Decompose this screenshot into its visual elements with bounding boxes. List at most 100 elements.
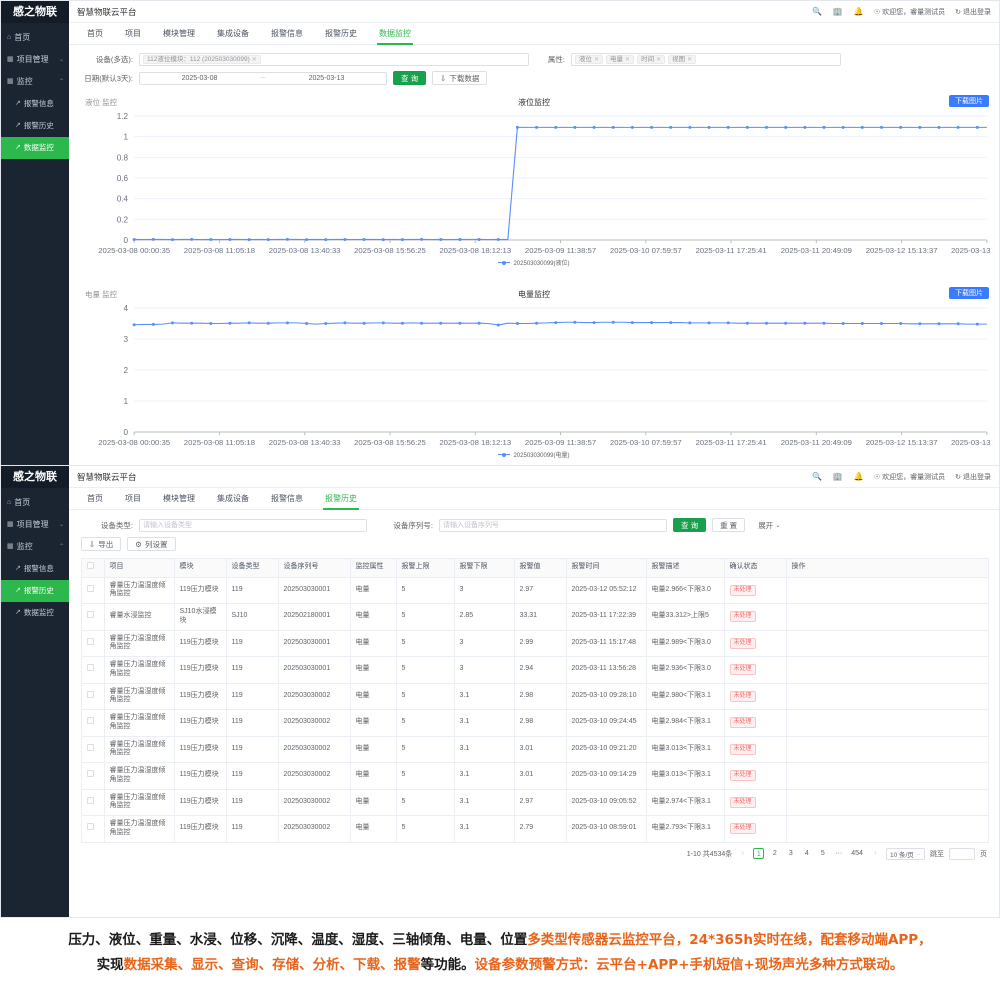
tab-5[interactable]: 报警历史: [325, 28, 357, 38]
attr-chip-2[interactable]: 时间 ✕: [637, 55, 666, 64]
search-icon[interactable]: 🔍: [811, 472, 822, 481]
device-chip[interactable]: 112液位模块：112 (202503030099) ✕: [143, 55, 261, 64]
attr-chip-1[interactable]: 电量 ✕: [606, 55, 635, 64]
tab-0[interactable]: 首页: [87, 28, 103, 38]
pagination-page-454[interactable]: 454: [851, 850, 863, 857]
close-icon[interactable]: ✕: [656, 56, 662, 63]
alarm-query-button[interactable]: 查 询: [673, 518, 707, 532]
download-image-button-2[interactable]: 下载图片: [949, 287, 989, 299]
tab-4[interactable]: 报警信息: [271, 493, 303, 503]
pagination-prev[interactable]: ‹: [741, 850, 744, 857]
date-range-picker[interactable]: 2025-03-08 － 2025-03-13: [139, 71, 387, 85]
table-row[interactable]: 睿量压力温湿度倾角监控 119压力模块 119 202503030001 电量 5 3 2.9…: [82, 577, 988, 604]
column-settings-button[interactable]: ⚙ 列设置: [127, 537, 176, 551]
row-checkbox[interactable]: [82, 656, 105, 684]
checkbox-icon[interactable]: [87, 664, 94, 672]
sidebar-item-1[interactable]: ▦ 项目管理 ⌄: [1, 514, 69, 536]
checkbox-icon[interactable]: [87, 717, 94, 725]
export-button[interactable]: ⇩ 导出: [81, 537, 122, 551]
checkbox-icon[interactable]: [87, 637, 94, 645]
sidebar-item-4[interactable]: ↗ 报警历史: [1, 115, 69, 137]
bell-icon[interactable]: 🔔: [853, 472, 864, 481]
sidebar-item-0[interactable]: ⌂ 首页: [1, 27, 69, 49]
chevron-icon[interactable]: ⌃: [58, 544, 64, 550]
table-row[interactable]: 睿量压力温湿度倾角监控 119压力模块 119 202503030002 电量 5 3.1 2…: [82, 815, 988, 843]
row-checkbox[interactable]: [82, 630, 105, 657]
welcome-user[interactable]: ☉ 欢迎您，睿量测试员: [874, 472, 945, 482]
search-icon[interactable]: 🔍: [811, 7, 822, 16]
table-row[interactable]: 睿量压力温湿度倾角监控 119压力模块 119 202503030002 电量 5 3.1 2…: [82, 709, 988, 737]
tab-2[interactable]: 模块管理: [163, 28, 195, 38]
row-checkbox[interactable]: [82, 709, 105, 737]
row-checkbox[interactable]: [82, 577, 105, 604]
sidebar-item-2[interactable]: ▦ 监控 ⌃: [1, 536, 69, 558]
pagination-page-3[interactable]: 3: [788, 850, 793, 857]
close-icon[interactable]: ✕: [594, 56, 600, 63]
shop-icon[interactable]: 🏢: [832, 7, 843, 16]
alarm-expand-button[interactable]: 展开 ⌄: [751, 518, 787, 532]
cell-action[interactable]: [786, 736, 988, 763]
chevron-icon[interactable]: ⌄: [58, 57, 64, 63]
date-end[interactable]: 2025-03-13: [308, 74, 345, 82]
sidebar-item-2[interactable]: ▦ 监控 ⌃: [1, 71, 69, 93]
pagination-page-5[interactable]: 5: [820, 850, 825, 857]
tab-3[interactable]: 集成设备: [217, 28, 249, 38]
tab-0[interactable]: 首页: [87, 493, 103, 503]
tab-2[interactable]: 模块管理: [163, 493, 195, 503]
cell-action[interactable]: [786, 709, 988, 737]
table-row[interactable]: 睿量水浸监控 SJ10水浸模块 SJ10 202502180001 电量 5 2.85 33.…: [82, 603, 988, 631]
chevron-icon[interactable]: ⌄: [58, 522, 64, 528]
table-row[interactable]: 睿量压力温湿度倾角监控 119压力模块 119 202503030002 电量 5 3.1 3…: [82, 762, 988, 790]
page-size-select[interactable]: 10 条/页 ⌄: [885, 847, 925, 860]
cell-action[interactable]: [786, 630, 988, 657]
row-checkbox[interactable]: [82, 736, 105, 763]
chevron-icon[interactable]: ⌃: [58, 79, 64, 85]
tab-3[interactable]: 集成设备: [217, 493, 249, 503]
sidebar-item-3[interactable]: ↗ 报警信息: [1, 93, 69, 115]
checkbox-icon[interactable]: [87, 823, 94, 831]
cell-action[interactable]: [786, 762, 988, 790]
sidebar-item-5[interactable]: ↗ 数据监控: [1, 602, 69, 624]
cell-action[interactable]: [786, 789, 988, 816]
cell-action[interactable]: [786, 603, 988, 631]
checkbox-icon[interactable]: [87, 743, 94, 751]
row-checkbox[interactable]: [82, 603, 105, 631]
sidebar-item-1[interactable]: ▦ 项目管理 ⌄: [1, 49, 69, 71]
sidebar-item-3[interactable]: ↗ 报警信息: [1, 558, 69, 580]
close-icon[interactable]: ✕: [251, 56, 257, 63]
pagination-next[interactable]: ›: [874, 850, 877, 857]
row-checkbox[interactable]: [82, 762, 105, 790]
chart-1-legend[interactable]: 202503030099(液位): [75, 258, 993, 267]
table-row[interactable]: 睿量压力温湿度倾角监控 119压力模块 119 202503030002 电量 5 3.1 2…: [82, 789, 988, 816]
table-row[interactable]: 睿量压力温湿度倾角监控 119压力模块 119 202503030001 电量 5 3 2.9…: [82, 630, 988, 657]
sidebar-item-0[interactable]: ⌂ 首页: [1, 492, 69, 514]
checkbox-icon[interactable]: [87, 584, 94, 592]
date-start[interactable]: 2025-03-08: [181, 74, 218, 82]
cell-action[interactable]: [786, 656, 988, 684]
pagination-page-2[interactable]: 2: [772, 850, 777, 857]
select-all-checkbox[interactable]: [82, 559, 105, 578]
download-image-button-1[interactable]: 下载图片: [949, 95, 989, 107]
close-icon[interactable]: ✕: [687, 56, 693, 63]
alarm-reset-button[interactable]: 重 置: [712, 518, 746, 532]
cell-action[interactable]: [786, 577, 988, 604]
query-button[interactable]: 查 询: [393, 71, 427, 85]
tab-6[interactable]: 数据监控: [377, 23, 413, 45]
close-icon[interactable]: ✕: [625, 56, 631, 63]
logout-button[interactable]: ↻ 退出登录: [955, 472, 991, 482]
tab-1[interactable]: 项目: [125, 28, 141, 38]
row-checkbox[interactable]: [82, 683, 105, 710]
table-row[interactable]: 睿量压力温湿度倾角监控 119压力模块 119 202503030002 电量 5 3.1 2…: [82, 683, 988, 710]
tab-4[interactable]: 报警信息: [271, 28, 303, 38]
checkbox-icon[interactable]: [87, 770, 94, 778]
attr-chip-3[interactable]: 视图 ✕: [668, 55, 697, 64]
pagination-page-4[interactable]: 4: [804, 850, 809, 857]
sidebar-item-5[interactable]: ↗ 数据监控: [1, 137, 69, 159]
table-row[interactable]: 睿量压力温湿度倾角监控 119压力模块 119 202503030001 电量 5 3 2.9…: [82, 656, 988, 684]
serial-input[interactable]: 请输入设备序列号: [439, 518, 667, 532]
bell-icon[interactable]: 🔔: [853, 7, 864, 16]
pagination-page-1[interactable]: 1: [753, 848, 765, 859]
tab-1[interactable]: 项目: [125, 493, 141, 503]
download-data-button[interactable]: ⇩ 下载数据: [432, 71, 488, 85]
checkbox-icon[interactable]: [87, 562, 94, 570]
